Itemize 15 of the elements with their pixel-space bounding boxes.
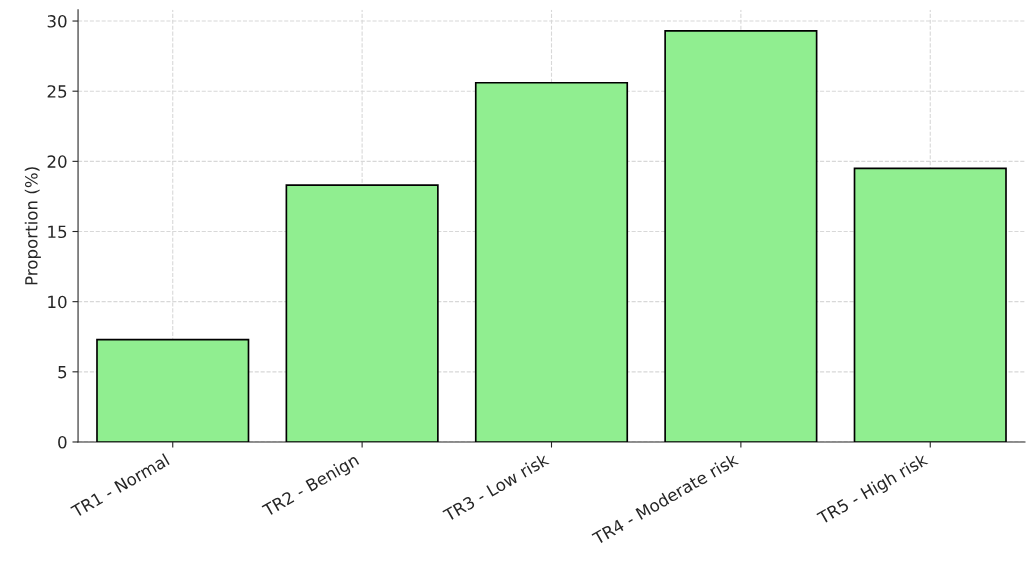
bar — [664, 30, 818, 442]
y-tick-label: 20 — [47, 155, 67, 168]
y-tick-label: 5 — [58, 366, 67, 379]
bar — [96, 338, 250, 442]
bar — [853, 167, 1007, 442]
bar — [285, 184, 439, 442]
x-tick-label: TR5 - High risk — [816, 452, 931, 528]
y-tick-label: 15 — [48, 225, 67, 239]
bar — [474, 81, 629, 442]
y-tick-label: 25 — [47, 85, 67, 98]
x-tick-label: TR3 - Low risk — [442, 452, 550, 523]
y-tick-label: 10 — [48, 295, 67, 309]
y-tick-label: 30 — [47, 15, 67, 28]
y-axis-title: Proportion (%) — [24, 167, 41, 285]
y-tick-label: 0 — [58, 435, 67, 449]
